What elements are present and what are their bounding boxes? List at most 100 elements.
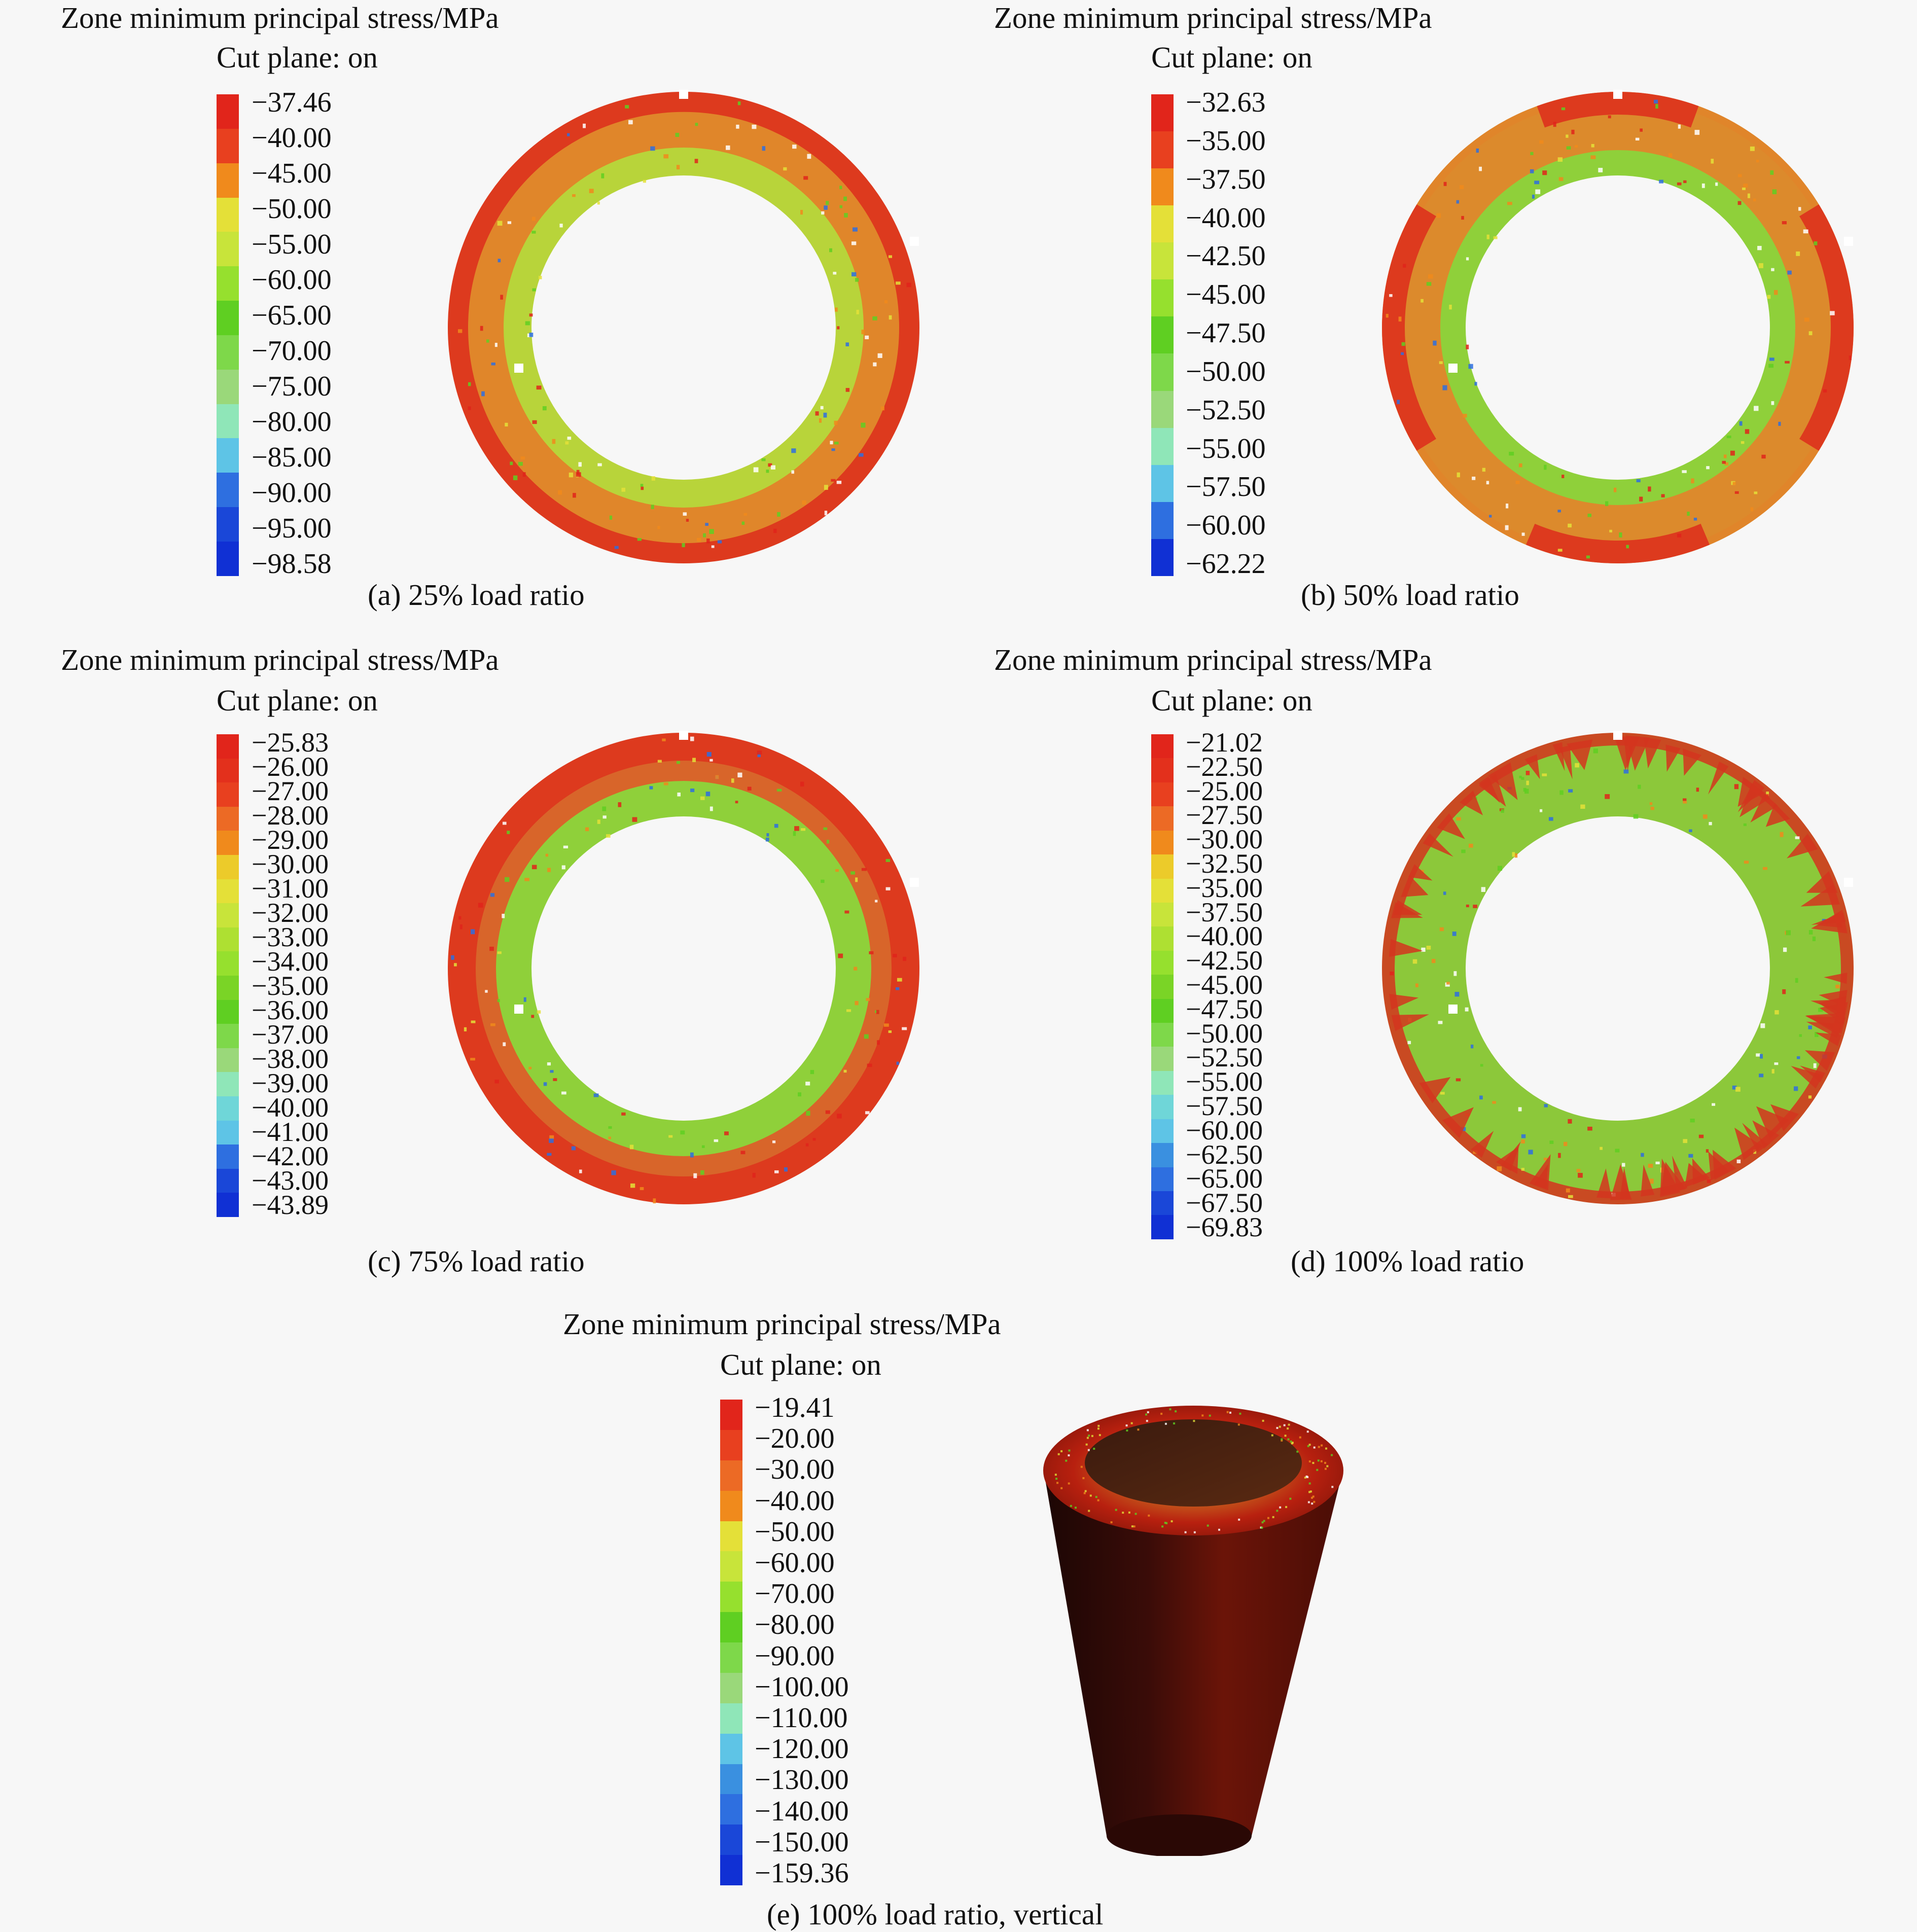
legend-value: −36.00 bbox=[252, 995, 329, 1025]
colorbar-swatch bbox=[1151, 902, 1174, 927]
colorbar-swatch bbox=[217, 758, 239, 783]
legend-value: −45.00 bbox=[1186, 279, 1266, 311]
panel-e-caption: (e) 100% load ratio, vertical bbox=[767, 1898, 1104, 1931]
legend-value: −90.00 bbox=[755, 1640, 835, 1672]
colorbar-swatch bbox=[1151, 1191, 1174, 1215]
colorbar-swatch bbox=[217, 438, 239, 473]
legend-value: −75.00 bbox=[252, 371, 332, 402]
colorbar-swatch bbox=[217, 369, 239, 404]
legend-value: −26.00 bbox=[252, 752, 329, 782]
legend-value: −25.00 bbox=[1186, 775, 1263, 806]
colorbar-swatch bbox=[720, 1521, 742, 1552]
stress-band bbox=[1382, 204, 1436, 451]
colorbar-swatch bbox=[217, 163, 239, 198]
legend-value: −34.00 bbox=[252, 946, 329, 977]
legend-value: −31.00 bbox=[252, 873, 329, 904]
colorbar-swatch bbox=[217, 951, 239, 976]
legend-value: −45.00 bbox=[1186, 970, 1263, 1000]
colorbar-swatch bbox=[217, 404, 239, 439]
legend-value: −41.00 bbox=[252, 1117, 329, 1147]
legend-value: −60.00 bbox=[252, 264, 332, 296]
colorbar-swatch bbox=[1151, 168, 1174, 206]
legend-value: −67.50 bbox=[1186, 1188, 1263, 1219]
panel-b-subtitle: Cut plane: on bbox=[1151, 41, 1312, 74]
legend-value: −57.50 bbox=[1186, 471, 1266, 503]
colorbar-swatch bbox=[1151, 1023, 1174, 1047]
stress-band bbox=[1466, 816, 1770, 1121]
legend-value: −35.00 bbox=[1186, 872, 1263, 903]
panel-e-colorbar bbox=[720, 1400, 742, 1885]
colorbar-swatch bbox=[1151, 998, 1174, 1023]
colorbar-swatch bbox=[217, 879, 239, 904]
legend-value: −140.00 bbox=[755, 1795, 849, 1827]
panel-b-caption: (b) 50% load ratio bbox=[1301, 578, 1519, 612]
gap-mark bbox=[1844, 237, 1853, 246]
colorbar-swatch bbox=[1151, 316, 1174, 354]
legend-value: −37.50 bbox=[1186, 897, 1263, 927]
colorbar-swatch bbox=[217, 854, 239, 879]
gap-mark bbox=[1613, 731, 1622, 740]
legend-value: −37.00 bbox=[252, 1019, 329, 1050]
colorbar-swatch bbox=[217, 831, 239, 855]
panel-d-colorbar bbox=[1151, 734, 1174, 1239]
colorbar-swatch bbox=[1151, 427, 1174, 465]
colorbar-swatch bbox=[217, 1048, 239, 1072]
colorbar-swatch bbox=[1151, 1070, 1174, 1095]
colorbar-swatch bbox=[217, 1144, 239, 1169]
panel-c-legend-labels: −25.83 −26.00 −27.00 −28.00 −29.00 −30.00 −31.… bbox=[252, 727, 383, 1220]
colorbar-swatch bbox=[217, 1120, 239, 1145]
legend-value: −60.00 bbox=[755, 1547, 835, 1579]
gap-mark bbox=[1448, 364, 1458, 373]
colorbar-swatch bbox=[1151, 854, 1174, 879]
colorbar-swatch bbox=[720, 1824, 742, 1855]
colorbar-swatch bbox=[1151, 205, 1174, 243]
stress-band bbox=[1799, 204, 1854, 451]
colorbar-swatch bbox=[1151, 94, 1174, 132]
colorbar-swatch bbox=[1151, 242, 1174, 280]
colorbar-swatch bbox=[217, 999, 239, 1024]
gap-mark bbox=[910, 237, 919, 246]
legend-value: −52.50 bbox=[1186, 1042, 1263, 1073]
colorbar-swatch bbox=[217, 541, 239, 576]
legend-value: −27.50 bbox=[1186, 800, 1263, 831]
panel-c-title: Zone minimum principal stress/MPa bbox=[61, 643, 499, 676]
colorbar-swatch bbox=[1151, 975, 1174, 999]
colorbar-swatch bbox=[720, 1703, 742, 1734]
legend-value: −19.41 bbox=[755, 1392, 835, 1423]
legend-value: −62.22 bbox=[1186, 548, 1266, 580]
colorbar-swatch bbox=[1151, 878, 1174, 903]
legend-value: −47.50 bbox=[1186, 993, 1263, 1024]
gap-mark bbox=[910, 878, 919, 887]
colorbar-swatch bbox=[217, 1024, 239, 1048]
legend-value: −50.00 bbox=[1186, 355, 1266, 387]
panel-d-title: Zone minimum principal stress/MPa bbox=[994, 643, 1432, 676]
colorbar-swatch bbox=[1151, 950, 1174, 975]
colorbar-swatch bbox=[1151, 353, 1174, 391]
legend-value: −30.00 bbox=[755, 1454, 835, 1486]
colorbar-swatch bbox=[1151, 1167, 1174, 1192]
legend-value: −85.00 bbox=[252, 442, 332, 473]
legend-value: −30.00 bbox=[1186, 824, 1263, 855]
legend-value: −50.00 bbox=[755, 1516, 835, 1548]
panel-a-subtitle: Cut plane: on bbox=[217, 41, 378, 74]
legend-value: −25.83 bbox=[252, 727, 329, 758]
panel-d-subtitle: Cut plane: on bbox=[1151, 684, 1312, 717]
stress-band bbox=[531, 816, 836, 1121]
colorbar-swatch bbox=[720, 1429, 742, 1460]
colorbar-swatch bbox=[217, 782, 239, 807]
colorbar-swatch bbox=[1151, 279, 1174, 317]
legend-value: −32.50 bbox=[1186, 848, 1263, 879]
panel-a-colorbar bbox=[217, 94, 239, 576]
colorbar-swatch bbox=[1151, 502, 1174, 539]
panel-b-colorbar bbox=[1151, 94, 1174, 576]
colorbar-swatch bbox=[1151, 758, 1174, 782]
colorbar-swatch bbox=[1151, 806, 1174, 831]
panel-a-legend-labels: −37.46 −40.00 −45.00 −50.00 −55.00 −60.00 −65.… bbox=[252, 87, 383, 579]
gap-mark bbox=[679, 731, 688, 740]
legend-value: −22.50 bbox=[1186, 751, 1263, 782]
colorbar-swatch bbox=[720, 1672, 742, 1703]
colorbar-swatch bbox=[1151, 926, 1174, 951]
legend-value: −55.00 bbox=[252, 229, 332, 260]
legend-value: −39.00 bbox=[252, 1068, 329, 1098]
